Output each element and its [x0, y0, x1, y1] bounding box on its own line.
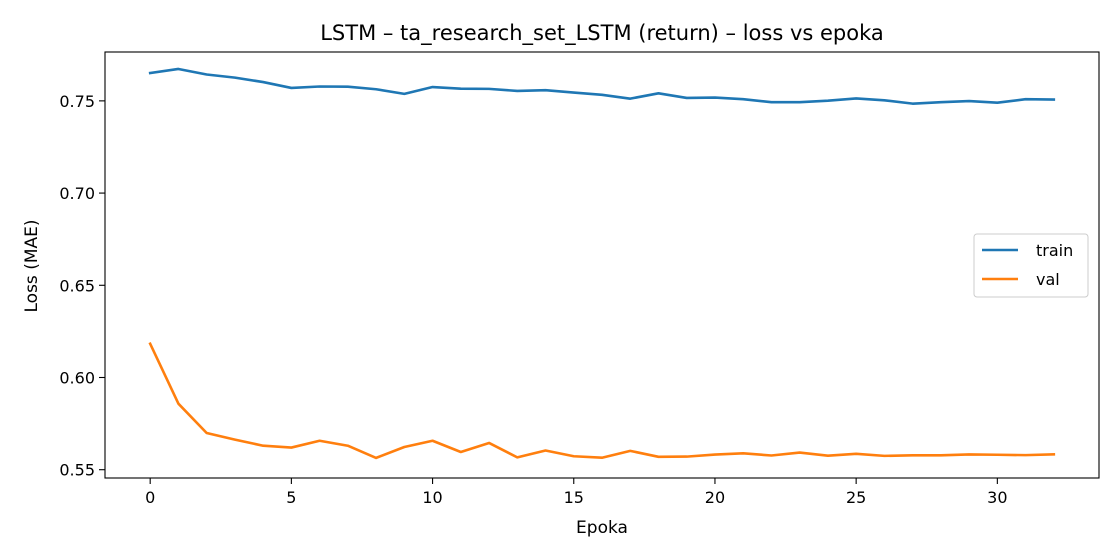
- legend-label-val: val: [1036, 270, 1060, 289]
- y-axis-label: Loss (MAE): [22, 220, 42, 313]
- y-tick-label: 0.65: [59, 276, 95, 295]
- y-tick-label: 0.55: [59, 461, 95, 480]
- y-tick-label: 0.60: [59, 368, 95, 387]
- x-tick-label: 5: [286, 488, 296, 507]
- plot-area: 0 5 10 15 20 25 30 0.55 0.60 0.65 0.70 0.75: [59, 51, 1100, 507]
- y-tick-label: 0.70: [59, 184, 95, 203]
- chart-title: LSTM – ta_research_set_LSTM (return) – l…: [320, 21, 884, 46]
- legend-label-train: train: [1036, 241, 1073, 260]
- x-tick-label: 25: [846, 488, 866, 507]
- x-tick-label: 10: [422, 488, 442, 507]
- series-line-val: [148, 342, 1056, 460]
- x-tick-label: 30: [987, 488, 1007, 507]
- series-line-train: [148, 67, 1056, 105]
- x-axis-label: Epoka: [576, 518, 628, 538]
- y-tick-label: 0.75: [59, 92, 95, 111]
- x-tick-label: 0: [145, 488, 155, 507]
- legend: train val: [973, 233, 1089, 298]
- x-tick-label: 20: [705, 488, 725, 507]
- axes-frame: [104, 51, 1100, 479]
- x-tick-label: 15: [564, 488, 584, 507]
